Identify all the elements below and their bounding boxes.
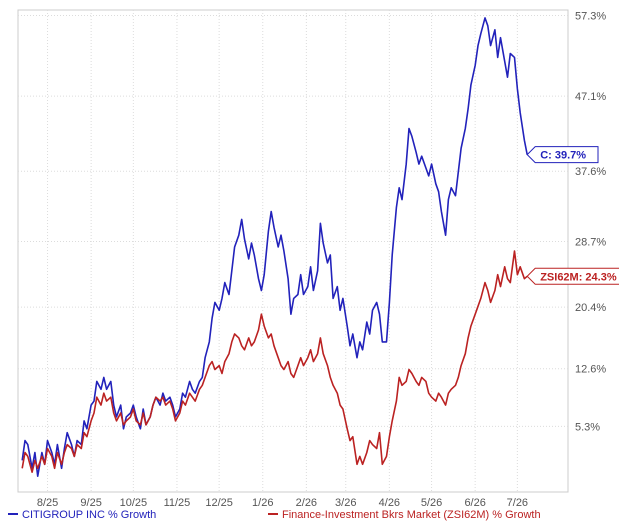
x-tick-label: 12/25 (205, 497, 233, 509)
plot-area (17, 9, 569, 493)
y-tick-label: 47.1% (575, 91, 606, 103)
legend-label-zsi62m: Finance-Investment Bkrs Market (ZSI62M) … (282, 509, 541, 521)
series-line-zsi62m (21, 250, 528, 473)
x-axis-ticks: 8/25 9/25 10/25 11/25 12/25 1/26 2/26 3/26 4/26 5… (37, 497, 528, 509)
x-tick-label: 7/26 (507, 497, 528, 509)
x-tick-label: 1/26 (252, 497, 273, 509)
series-lines (21, 17, 528, 477)
x-tick-label: 9/25 (80, 497, 101, 509)
legend: CITIGROUP INC % Growth Finance-Investment… (8, 509, 541, 521)
series-callouts: C: 39.7% ZSI62M: 24.3% (526, 146, 619, 285)
x-tick-label: 11/25 (164, 497, 191, 509)
y-tick-label: 12.6% (575, 364, 606, 376)
y-tick-label: 28.7% (575, 237, 606, 249)
y-axis-ticks: 5.3% 12.6% 20.4% 28.7% 37.6% 47.1% 57.3% (575, 11, 606, 434)
callout-label-citigroup: C: 39.7% (540, 150, 586, 162)
callout-box-citigroup (526, 146, 599, 164)
callout-label-zsi62m: ZSI62M: 24.3% (540, 271, 617, 283)
y-tick-label: 20.4% (575, 302, 606, 314)
x-tick-label: 4/26 (379, 497, 400, 509)
y-tick-label: 57.3% (575, 11, 606, 23)
x-tick-label: 10/25 (120, 497, 148, 509)
callout-box-zsi62m (526, 267, 619, 285)
legend-label-citigroup: CITIGROUP INC % Growth (22, 509, 156, 521)
x-tick-label: 6/26 (464, 497, 485, 509)
x-tick-label: 8/25 (37, 497, 58, 509)
x-tick-label: 2/26 (296, 497, 317, 509)
series-line-citigroup (21, 17, 528, 477)
x-tick-label: 5/26 (421, 497, 442, 509)
y-tick-label: 37.6% (575, 166, 606, 178)
y-tick-label: 5.3% (575, 421, 600, 433)
x-tick-label: 3/26 (335, 497, 356, 509)
grid-lines (17, 9, 569, 493)
